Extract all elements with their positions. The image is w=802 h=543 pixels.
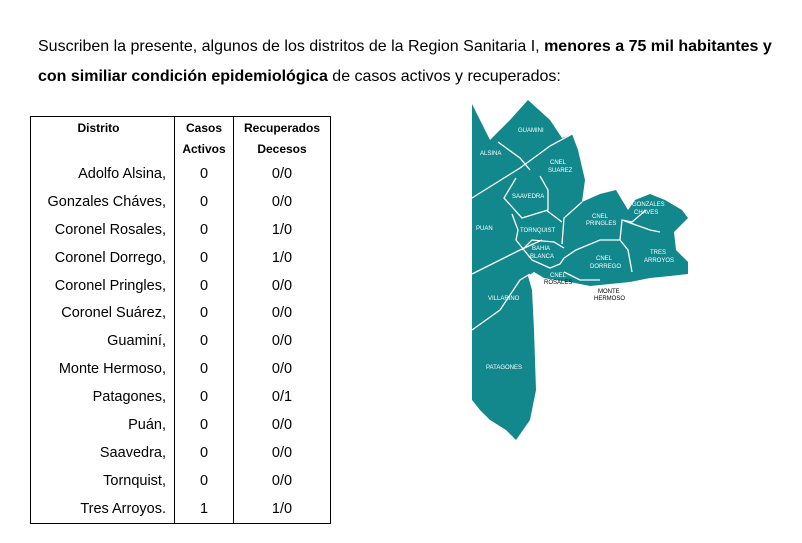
recovered-deaths-cell: 0/0 [233,271,331,300]
label-saavedra: SAAVEDRA [512,194,544,200]
district-cell: Gonzales Cháves, [30,187,175,216]
recovered-deaths-cell: 0/1 [233,383,331,412]
empty-row [30,522,331,524]
active-cell: 0 [174,383,234,412]
label-chaves: CHAVES [634,210,658,216]
district-cell: Coronel Dorrego, [30,243,175,272]
label-puan: PUAN [476,226,493,232]
label-patagones: PATAGONES [486,365,522,371]
label-cnel-suarez: CNEL [550,160,567,166]
label-bahia: BAHIA [532,246,550,252]
label-alsina: ALSINA [480,151,501,157]
table-row: Monte Hermoso, 0 0/0 [30,355,331,384]
header-distrito: Distrito [30,116,175,139]
active-cell: 0 [174,271,234,300]
table-row: Coronel Rosales, 0 1/0 [30,215,331,244]
table-row: Puán, 0 0/0 [30,411,331,440]
recovered-deaths-cell: 0/0 [233,299,331,328]
label-suarez: SUAREZ [548,168,573,174]
active-cell: 0 [174,355,234,384]
recovered-deaths-cell: 0/0 [233,355,331,384]
active-cell: 0 [174,187,234,216]
table-row: Gonzales Cháves, 0 0/0 [30,187,331,216]
header-activos: Activos [174,138,234,160]
header-row-2: Activos Decesos [30,138,331,160]
header-recuperados: Recuperados [233,116,331,139]
district-cell: Coronel Rosales, [30,215,175,244]
label-tres: TRES [650,250,666,256]
label-guamini: GUAMINI [518,128,544,134]
table-row: Tornquist, 0 0/0 [30,466,331,495]
recovered-deaths-cell: 0/0 [233,439,331,467]
label-rosales: ROSALES [544,280,572,286]
label-cnel-dorrego: CNEL [596,256,613,262]
district-cell: Tres Arroyos. [30,494,175,523]
active-cell: 0 [174,243,234,272]
district-cell: Saavedra, [30,439,175,467]
intro-paragraph: Suscriben la presente, algunos de los di… [38,32,798,92]
district-cell: Adolfo Alsina, [30,159,175,188]
label-blanca: BLANCA [530,254,554,260]
label-cnel-pringles: CNEL [592,214,609,220]
intro-bold: menores a 75 mil habitantes y con simili… [38,38,772,85]
label-monte: MONTE [598,289,620,295]
districts-table: Distrito Casos Recuperados Activos Decesos … [30,116,331,524]
active-cell: 1 [174,494,234,523]
district-cell: Coronel Suárez, [30,299,175,328]
active-cell: 0 [174,299,234,328]
active-cell: 0 [174,159,234,188]
recovered-deaths-cell: 1/0 [233,243,331,272]
table-row: Adolfo Alsina, 0 0/0 [30,159,331,188]
active-cell: 0 [174,327,234,356]
recovered-deaths-cell: 0/0 [233,327,331,356]
header-decesos: Decesos [233,138,331,160]
table-row: Patagones, 0 0/1 [30,383,331,412]
intro-text: Suscriben la presente, algunos de los di… [38,38,545,55]
table-row: Coronel Suárez, 0 0/0 [30,299,331,328]
label-cnel-rosales: CNEL [550,273,567,279]
table-row: Guaminí, 0 0/0 [30,327,331,356]
active-cell: 0 [174,411,234,440]
district-cell: Tornquist, [30,466,175,495]
recovered-deaths-cell: 1/0 [233,215,331,244]
label-dorrego: DORREGO [590,264,621,270]
table-row: Coronel Dorrego, 0 1/0 [30,243,331,272]
label-tornquist: TORNQUIST [520,228,556,234]
active-cell: 0 [174,439,234,467]
label-hermoso: HERMOSO [594,296,625,302]
table-row: Tres Arroyos. 1 1/0 [30,494,331,523]
recovered-deaths-cell: 0/0 [233,466,331,495]
table-row: Coronel Pringles, 0 0/0 [30,271,331,300]
district-cell: Guaminí, [30,327,175,356]
table-row: Saavedra, 0 0/0 [30,439,331,467]
region-map: GUAMINI ALSINA CNEL SUAREZ SAAVEDRA GONZ… [471,100,688,440]
label-arroyos: ARROYOS [644,258,674,264]
map-land [472,100,688,440]
district-cell: Patagones, [30,383,175,412]
recovered-deaths-cell: 0/0 [233,159,331,188]
active-cell: 0 [174,215,234,244]
recovered-deaths-cell: 0/0 [233,187,331,216]
recovered-deaths-cell: 0/0 [233,411,331,440]
header-casos: Casos [174,116,234,139]
recovered-deaths-cell: 1/0 [233,494,331,523]
district-cell: Monte Hermoso, [30,355,175,384]
label-pringles: PRINGLES [586,221,616,227]
header-row-1: Distrito Casos Recuperados [30,116,331,139]
district-cell: Coronel Pringles, [30,271,175,300]
active-cell: 0 [174,466,234,495]
district-cell: Puán, [30,411,175,440]
label-gonzales: GONZALES [632,202,665,208]
intro-text-end: de casos activos y recuperados: [327,68,561,85]
label-villarino: VILLARINO [488,296,520,302]
